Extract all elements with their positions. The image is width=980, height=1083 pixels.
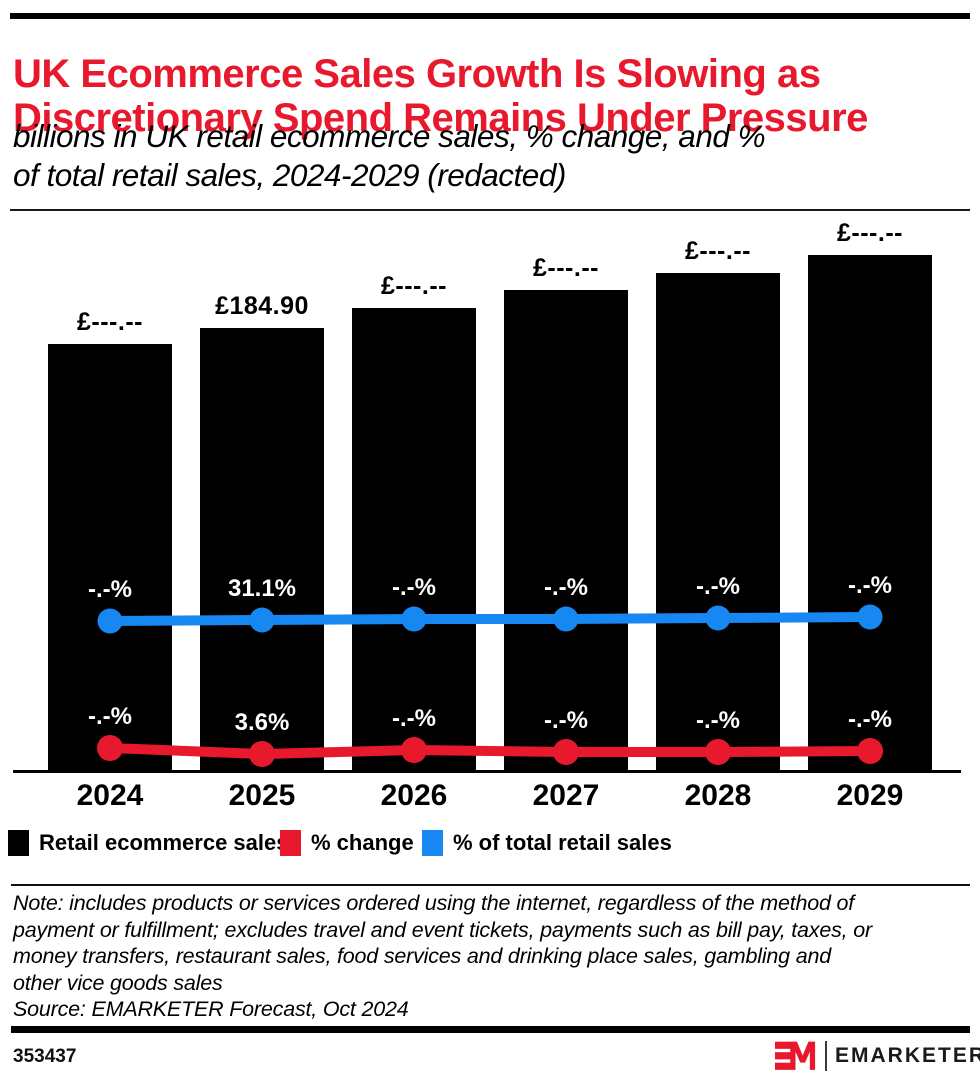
bar-2025 (200, 328, 324, 771)
pct-change-dot-2029 (857, 738, 883, 764)
legend-label: % change (311, 830, 414, 855)
pct-total-dot-2028 (705, 605, 731, 631)
pct-total-label-2027: -.-% (544, 574, 588, 601)
pct-change-label-2027: -.-% (544, 707, 588, 734)
bottom-accent-bar (11, 1026, 970, 1033)
bar-2026 (352, 308, 476, 771)
pct-change-label-2025: 3.6% (234, 709, 290, 736)
footnote: Note: includes products or services orde… (13, 890, 963, 1023)
header-divider (10, 209, 970, 211)
pct-change-dot-2028 (705, 739, 731, 765)
bar-value-label-2026: £---.-- (381, 272, 447, 300)
x-axis-label-2028: 2028 (684, 779, 752, 812)
pct-change-label-2029: -.-% (848, 706, 892, 733)
chart-area: £---.-- -.-% -.-% 2024 £184.90 31.1% 3.6% 2025 £… (0, 219, 980, 820)
pct-total-label-2026: -.-% (392, 574, 436, 601)
pct-change-dot-2025 (249, 741, 275, 767)
bar-value-label-2024: £---.-- (77, 308, 143, 336)
bar-2027 (504, 290, 628, 771)
pct-change-dot-2026 (401, 737, 427, 763)
line-series-overlay (97, 604, 883, 767)
pct-total-line (105, 612, 875, 626)
chart-subtitle: billions in UK retail ecommerce sales, %… (13, 118, 766, 193)
pct-change-dot-2024 (97, 735, 123, 761)
legend-item-retail-ecommerce-sales: Retail ecommerce sales (8, 828, 289, 858)
pct-change-label-2026: -.-% (392, 705, 436, 732)
bar-value-label-2027: £---.-- (533, 254, 599, 282)
note-divider (11, 884, 970, 886)
pct-total-label-2029: -.-% (848, 572, 892, 599)
legend-swatch-blue (422, 830, 443, 856)
legend-item-pct-change: % change (280, 828, 414, 858)
legend-label: Retail ecommerce sales (39, 830, 289, 855)
bar-value-label-2025: £184.90 (215, 292, 309, 320)
legend-swatch-red (280, 830, 301, 856)
pct-total-label-2024: -.-% (88, 576, 132, 603)
top-accent-bar (10, 13, 970, 19)
bar-value-label-2028: £---.-- (685, 237, 751, 265)
pct-total-label-2028: -.-% (696, 573, 740, 600)
pct-total-dot-2024 (97, 608, 123, 634)
x-axis-label-2025: 2025 (228, 779, 296, 812)
chart-title: UK Ecommerce Sales Growth Is Slowing as … (13, 51, 868, 140)
bar-2029 (808, 255, 932, 771)
logo-divider (825, 1041, 827, 1071)
x-axis-label-2029: 2029 (836, 779, 904, 812)
pct-total-dot-2029 (857, 604, 883, 630)
pct-change-label-2028: -.-% (696, 707, 740, 734)
pct-total-dot-2025 (249, 607, 275, 633)
pct-total-label-2025: 31.1% (227, 575, 297, 602)
bar-2028 (656, 273, 780, 771)
legend-label: % of total retail sales (453, 830, 672, 855)
legend-swatch-black (8, 830, 29, 856)
x-axis-label-2026: 2026 (380, 779, 448, 812)
x-axis-label-2027: 2027 (532, 779, 600, 812)
pct-change-label-2024: -.-% (88, 703, 132, 730)
pct-change-dot-2027 (553, 739, 579, 765)
pct-change-line (105, 743, 875, 759)
bar-value-label-2029: £---.-- (837, 219, 903, 247)
em-monogram-icon (775, 1041, 816, 1070)
source-text: Source: EMARKETER Forecast, Oct 2024 (13, 997, 409, 1022)
note-text: Note: includes products or services orde… (13, 891, 872, 995)
pct-total-dot-2026 (401, 606, 427, 632)
brand-wordmark: EMARKETER (835, 1044, 980, 1067)
legend-item-pct-of-total-retail-sales: % of total retail sales (422, 828, 672, 858)
emarketer-logo: EMARKETER (775, 1040, 980, 1072)
x-axis-line (13, 770, 961, 773)
chart-id: 353437 (13, 1046, 77, 1067)
bar-2024 (48, 344, 172, 771)
x-axis-label-2024: 2024 (76, 779, 144, 812)
pct-total-dot-2027 (553, 606, 579, 632)
legend: Retail ecommerce sales % change % of tot… (0, 828, 980, 862)
